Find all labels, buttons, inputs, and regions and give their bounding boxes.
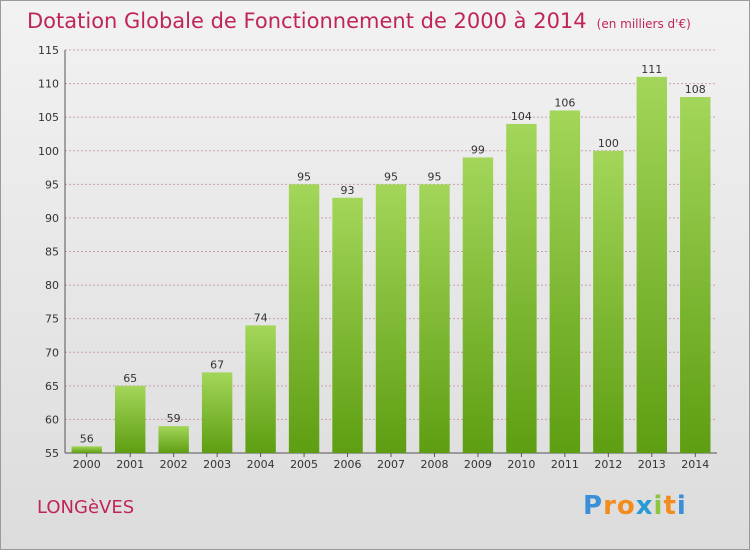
y-tick-label: 80 (45, 279, 59, 292)
value-label-2008: 95 (427, 170, 441, 183)
bar-2002 (158, 426, 189, 453)
value-label-2006: 93 (341, 184, 355, 197)
proxiti-logo[interactable]: Proxiti (583, 491, 687, 521)
value-label-2001: 65 (123, 372, 137, 385)
value-label-2011: 106 (554, 96, 575, 109)
y-tick-label: 105 (38, 111, 59, 124)
logo-letter: t (663, 491, 677, 521)
x-tick-label-2007: 2007 (377, 458, 405, 471)
bar-2004 (245, 325, 276, 453)
y-tick-label: 110 (38, 78, 59, 91)
logo-letter: o (616, 491, 636, 521)
x-tick-label-2001: 2001 (116, 458, 144, 471)
x-tick-label-2004: 2004 (247, 458, 275, 471)
y-tick-label: 115 (38, 44, 59, 57)
bar-2008 (419, 184, 450, 454)
value-label-2009: 99 (471, 143, 485, 156)
x-tick-label-2000: 2000 (73, 458, 101, 471)
y-tick-label: 55 (45, 447, 59, 460)
x-tick-label-2008: 2008 (420, 458, 448, 471)
y-tick-label: 70 (45, 346, 59, 359)
chart-title-text: Dotation Globale de Fonctionnement de 20… (27, 9, 587, 33)
bar-layer (71, 76, 711, 454)
logo-letter: r (603, 491, 617, 521)
logo-letter: i (676, 491, 687, 521)
y-tick-label: 100 (38, 145, 59, 158)
x-tick-label-2011: 2011 (551, 458, 579, 471)
bar-2000 (71, 446, 102, 453)
chart-title: Dotation Globale de Fonctionnement de 20… (27, 9, 691, 33)
bar-2014 (680, 97, 711, 454)
y-tick-label: 75 (45, 313, 59, 326)
value-label-2012: 100 (598, 137, 619, 150)
x-tick-label-2005: 2005 (290, 458, 318, 471)
x-tick-label-2009: 2009 (464, 458, 492, 471)
chart-subtitle: (en milliers d'€) (596, 17, 691, 31)
bar-2009 (462, 157, 494, 453)
value-label-2000: 56 (80, 432, 94, 445)
y-tick-label: 90 (45, 212, 59, 225)
bar-2006 (332, 197, 363, 453)
x-tick-label-2002: 2002 (160, 458, 188, 471)
y-tick-label: 65 (45, 380, 59, 393)
bar-2012 (593, 150, 624, 453)
value-label-2013: 111 (641, 63, 662, 76)
logo-letter: i (653, 491, 664, 521)
x-tick-label-2006: 2006 (334, 458, 362, 471)
bar-2003 (201, 372, 233, 453)
bar-2007 (375, 184, 407, 454)
x-tick-label-2014: 2014 (681, 458, 709, 471)
bar-2010 (506, 123, 537, 453)
x-tick-label-2003: 2003 (203, 458, 231, 471)
logo-letter: x (635, 491, 654, 521)
x-tick-label-2012: 2012 (594, 458, 622, 471)
commune-name: LONGèVES (37, 497, 135, 518)
bar-2005 (288, 184, 320, 454)
value-label-2002: 59 (167, 412, 181, 425)
y-tick-label: 95 (45, 178, 59, 191)
y-tick-label: 85 (45, 246, 59, 259)
value-label-2005: 95 (297, 170, 311, 183)
value-label-2014: 108 (685, 83, 706, 96)
logo-letter: P (583, 491, 604, 521)
value-label-2007: 95 (384, 170, 398, 183)
value-label-2010: 104 (511, 110, 532, 123)
value-label-2004: 74 (254, 311, 268, 324)
x-tick-label-2010: 2010 (507, 458, 535, 471)
bar-2013 (636, 76, 668, 453)
bar-2001 (114, 385, 146, 453)
value-label-2003: 67 (210, 358, 224, 371)
x-tick-label-2013: 2013 (638, 458, 666, 471)
label-layer: 55 60 65 70 75 80 85 90 95 100 105 110 115 56 2000 65 20… (38, 44, 709, 471)
bar-2011 (549, 110, 581, 453)
y-tick-label: 60 (45, 413, 59, 426)
